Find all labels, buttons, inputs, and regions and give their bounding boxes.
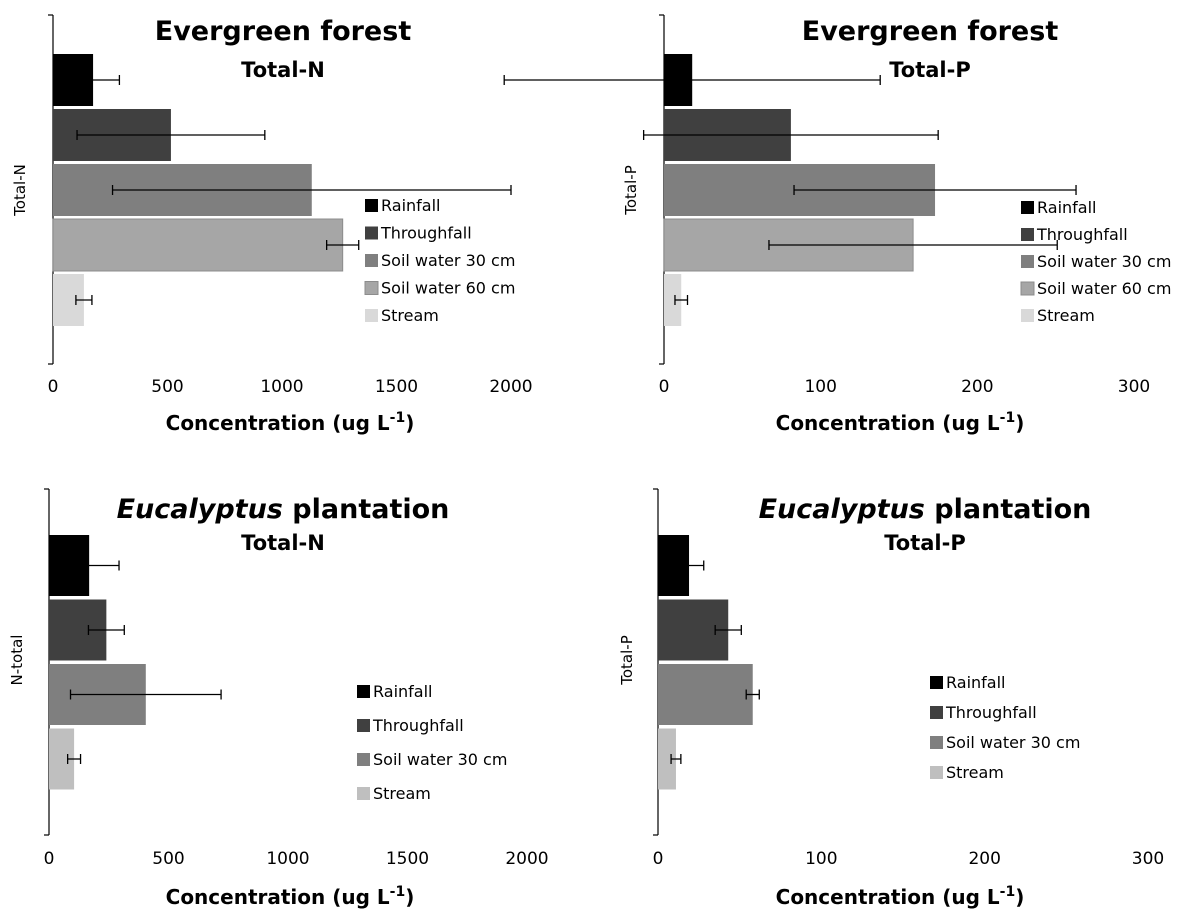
chart-title: Eucalyptus plantation: [759, 494, 1092, 525]
x-tick-label: 100: [805, 849, 837, 869]
x-axis-label-end: ): [405, 885, 414, 909]
x-tick-label: 200: [968, 849, 1000, 869]
bar-soil-water-60-cm: [52, 218, 344, 272]
y-axis-label: Total-N: [11, 164, 29, 217]
x-tick-label: 1000: [260, 377, 303, 397]
x-tick-label: 300: [1118, 377, 1150, 397]
x-tick-label: 200: [961, 377, 993, 397]
chart-title-italic-part: Eucalyptus: [117, 494, 283, 525]
chart-title-rest-part: plantation: [925, 494, 1091, 525]
legend-swatch-rainfall: [930, 676, 943, 689]
legend-label-soil-water-30-cm: Soil water 30 cm: [373, 750, 507, 769]
x-axis-label-main: Concentration (ug L: [776, 885, 1000, 909]
legend-swatch-stream: [930, 766, 943, 779]
x-tick-label: 2000: [489, 377, 532, 397]
legend-label-throughfall: Throughfall: [372, 716, 464, 735]
legend-swatch-rainfall: [1021, 201, 1034, 214]
legend-label-rainfall: Rainfall: [373, 682, 432, 701]
chart-title: Eucalyptus plantation: [117, 494, 450, 525]
bar-stream: [658, 728, 676, 790]
x-axis-label-superscript: -1: [1000, 410, 1016, 426]
legend-label-rainfall: Rainfall: [946, 673, 1005, 692]
x-axis-label-end: ): [405, 411, 414, 435]
x-tick-label: 500: [152, 849, 184, 869]
x-axis-label-superscript: -1: [390, 884, 406, 900]
x-tick-label: 0: [653, 849, 664, 869]
x-axis-label-main: Concentration (ug L: [166, 885, 390, 909]
x-tick-label: 1500: [375, 377, 418, 397]
chart-subtitle: Total-P: [889, 58, 970, 82]
legend-label-soil-water-60-cm: Soil water 60 cm: [381, 279, 515, 298]
x-axis-label: Concentration (ug L-1): [166, 410, 415, 435]
x-axis-label-end: ): [1015, 885, 1024, 909]
bar-soil-water-30-cm: [658, 664, 753, 725]
x-axis-label-main: Concentration (ug L: [776, 411, 1000, 435]
legend-swatch-soil-water-30-cm: [365, 254, 378, 267]
legend-label-soil-water-30-cm: Soil water 30 cm: [381, 251, 515, 270]
x-tick-label: 100: [804, 377, 836, 397]
legend-swatch-stream: [357, 787, 370, 800]
legend-label-stream: Stream: [381, 306, 439, 325]
chart-title-italic-part: Eucalyptus: [759, 494, 925, 525]
legend-swatch-stream: [1021, 309, 1034, 322]
legend-swatch-soil-water-60-cm: [364, 281, 379, 295]
bar-stream: [664, 274, 682, 326]
y-axis-label: N-total: [8, 635, 26, 686]
legend-swatch-throughfall: [365, 226, 378, 240]
legend-label-soil-water-60-cm: Soil water 60 cm: [1037, 279, 1171, 298]
x-tick-label: 0: [48, 377, 59, 397]
legend-label-rainfall: Rainfall: [381, 196, 440, 215]
legend-label-stream: Stream: [1037, 306, 1095, 325]
x-axis-label-end: ): [1015, 411, 1024, 435]
chart-title-rest-part: plantation: [283, 494, 449, 525]
legend-label-stream: Stream: [373, 784, 431, 803]
x-axis-label: Concentration (ug L-1): [776, 410, 1025, 435]
legend-swatch-stream: [365, 309, 378, 322]
x-tick-label: 0: [659, 377, 670, 397]
legend-label-soil-water-30-cm: Soil water 30 cm: [1037, 252, 1171, 271]
chart-subtitle: Total-N: [241, 58, 325, 82]
chart-title: Evergreen forest: [155, 16, 412, 47]
chart-panel-4: Eucalyptus plantation Total-P Total-P 0 100 2…: [618, 488, 1164, 909]
chart-subtitle: Total-P: [884, 531, 965, 555]
y-axis-label: Total-P: [618, 635, 636, 686]
x-tick-label: 500: [151, 377, 183, 397]
x-tick-label: 0: [44, 849, 55, 869]
legend-swatch-soil-water-60-cm: [1020, 281, 1035, 296]
x-axis-label: Concentration (ug L-1): [776, 884, 1025, 909]
chart-panel-1: Evergreen forest Total-N Total-N 0 500 1000 15…: [11, 14, 533, 435]
legend-swatch-throughfall: [1021, 228, 1034, 241]
legend-label-soil-water-30-cm: Soil water 30 cm: [946, 733, 1080, 752]
legend-label-throughfall: Throughfall: [380, 224, 472, 243]
legend-label-rainfall: Rainfall: [1037, 198, 1096, 217]
chart-panel-2: Evergreen forest Total-P Total-P 0 100 200 300…: [503, 14, 1171, 435]
legend-swatch-soil-water-30-cm: [357, 753, 370, 766]
x-axis-label-main: Concentration (ug L: [166, 411, 390, 435]
chart-title: Evergreen forest: [802, 16, 1059, 47]
legend-swatch-soil-water-30-cm: [1021, 255, 1034, 268]
legend-swatch-throughfall: [357, 719, 370, 732]
x-tick-label: 1500: [386, 849, 429, 869]
chart-subtitle: Total-N: [241, 531, 325, 555]
chart-panel-3: Eucalyptus plantation Total-N N-total 0 500 1…: [8, 488, 549, 909]
legend-swatch-throughfall: [930, 706, 943, 719]
x-axis-label: Concentration (ug L-1): [166, 884, 415, 909]
legend-label-throughfall: Throughfall: [1036, 225, 1128, 244]
legend-swatch-rainfall: [357, 685, 370, 698]
x-tick-label: 1000: [266, 849, 309, 869]
x-axis-label-superscript: -1: [390, 410, 406, 426]
y-axis-label: Total-P: [622, 165, 640, 216]
x-axis-label-superscript: -1: [1000, 884, 1016, 900]
legend-swatch-rainfall: [365, 199, 378, 212]
x-tick-label: 300: [1132, 849, 1164, 869]
legend-label-throughfall: Throughfall: [945, 703, 1037, 722]
x-tick-label: 2000: [505, 849, 548, 869]
legend-swatch-soil-water-30-cm: [930, 736, 943, 749]
legend-label-stream: Stream: [946, 763, 1004, 782]
